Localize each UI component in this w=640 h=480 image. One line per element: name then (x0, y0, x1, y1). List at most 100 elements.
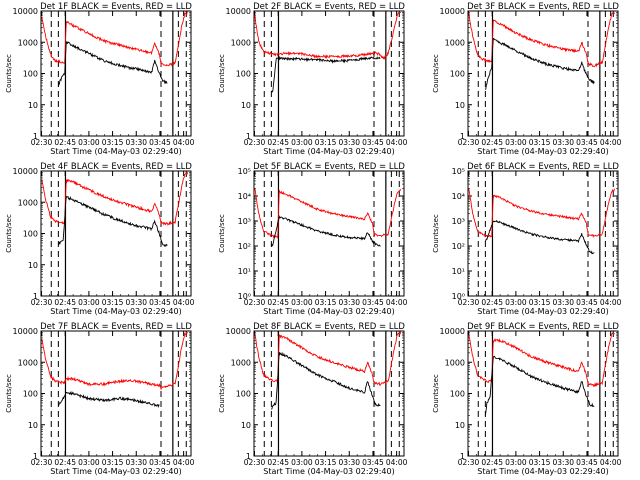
x-tick-label: 03:30 (125, 298, 147, 307)
x-tick-label: 03:00 (78, 138, 100, 147)
y-tick-label: 1000 (18, 38, 38, 47)
x-tick-label: 02:30 (31, 138, 53, 147)
y-tick-label: 10³ (238, 217, 251, 226)
y-tick-label: 10 (28, 261, 38, 270)
x-tick-label: 04:00 (600, 298, 622, 307)
chart-title: Det 2F BLACK = Events, RED = LLD (253, 2, 405, 12)
y-tick-label: 10³ (452, 217, 465, 226)
chart-title: Det 4F BLACK = Events, RED = LLD (40, 162, 192, 172)
y-tick-label: 10000 (440, 327, 465, 336)
lld-series-line (254, 188, 402, 239)
events-series-line (484, 38, 595, 90)
events-series-line (271, 55, 381, 93)
x-tick-label: 03:00 (291, 298, 313, 307)
y-axis-label: Counts/sec (432, 374, 440, 413)
x-tick-label: 03:45 (149, 298, 171, 307)
chart-panel-4: Det 4F BLACK = Events, RED = LLD Counts/s… (5, 162, 195, 316)
y-tick-label: 10⁴ (452, 192, 465, 201)
y-tick-label: 10000 (226, 7, 251, 16)
y-tick-label: 10⁰ (238, 292, 251, 301)
x-tick-label: 03:30 (338, 298, 360, 307)
x-tick-label: 02:30 (244, 458, 266, 467)
y-tick-label: 10 (28, 101, 38, 110)
x-tick-label: 04:00 (173, 138, 195, 147)
plot-frame (467, 170, 619, 297)
x-tick-label: 04:00 (173, 298, 195, 307)
plot-frame (467, 10, 619, 137)
y-tick-label: 100 (236, 390, 251, 399)
x-tick-label: 04:00 (173, 458, 195, 467)
events-series-line (57, 195, 168, 247)
x-axis-label: Start Time (04-May-03 02:29:40) (50, 467, 181, 476)
y-tick-label: 1 (33, 292, 38, 301)
lld-series-line (254, 331, 402, 386)
y-tick-label: 1000 (445, 38, 465, 47)
y-tick-label: 1 (460, 452, 465, 461)
lld-series-line (41, 171, 189, 226)
x-tick-label: 03:45 (362, 458, 384, 467)
chart-panel-1: Det 1F BLACK = Events, RED = LLD Counts/s… (5, 2, 195, 156)
x-tick-label: 03:30 (338, 458, 360, 467)
x-axis-label: Start Time (04-May-03 02:29:40) (50, 307, 181, 316)
x-tick-label: 04:00 (600, 138, 622, 147)
x-tick-label: 03:30 (552, 138, 574, 147)
x-tick-label: 03:45 (362, 138, 384, 147)
y-tick-label: 10000 (440, 7, 465, 16)
x-tick-label: 04:00 (386, 458, 408, 467)
chart-panel-5: Det 5F BLACK = Events, RED = LLD Counts/s… (218, 162, 408, 316)
plot-frame (253, 10, 405, 137)
y-tick-label: 10 (455, 421, 465, 430)
x-tick-label: 03:45 (576, 138, 598, 147)
y-tick-label: 1 (460, 132, 465, 141)
events-series-line (484, 355, 595, 416)
y-tick-label: 100 (236, 70, 251, 79)
y-tick-label: 100 (23, 230, 38, 239)
x-axis-label: Start Time (04-May-03 02:29:40) (477, 147, 608, 156)
y-tick-label: 10⁰ (452, 292, 465, 301)
y-tick-label: 1 (246, 452, 251, 461)
y-tick-label: 10 (455, 101, 465, 110)
plot-frame (40, 330, 192, 457)
y-tick-label: 1000 (231, 358, 251, 367)
x-tick-label: 02:30 (244, 138, 266, 147)
x-tick-label: 03:15 (315, 458, 337, 467)
chart-panel-8: Det 8F BLACK = Events, RED = LLD Counts/s… (218, 322, 408, 476)
x-tick-label: 03:15 (102, 138, 124, 147)
y-axis-label: Counts/sec (5, 54, 13, 93)
y-axis-label: Counts/sec (432, 54, 440, 93)
x-tick-label: 02:45 (54, 138, 76, 147)
lld-series-line (468, 12, 616, 68)
x-axis-label: Start Time (04-May-03 02:29:40) (263, 307, 394, 316)
x-tick-label: 04:00 (386, 138, 408, 147)
y-tick-label: 100 (23, 390, 38, 399)
x-tick-label: 03:00 (505, 138, 527, 147)
x-tick-label: 03:00 (505, 298, 527, 307)
y-axis-label: Counts/sec (218, 374, 226, 413)
x-tick-label: 03:45 (149, 458, 171, 467)
x-tick-label: 04:00 (386, 298, 408, 307)
y-tick-label: 100 (23, 70, 38, 79)
x-tick-label: 03:15 (102, 298, 124, 307)
x-axis-label: Start Time (04-May-03 02:29:40) (50, 147, 181, 156)
y-tick-label: 10 (241, 101, 251, 110)
y-tick-label: 10² (452, 242, 465, 251)
x-tick-label: 03:00 (78, 458, 100, 467)
plot-frame (253, 170, 405, 297)
chart-panel-9: Det 9F BLACK = Events, RED = LLD Counts/s… (432, 322, 622, 476)
y-tick-label: 10 (241, 421, 251, 430)
chart-title: Det 8F BLACK = Events, RED = LLD (253, 322, 405, 332)
chart-title: Det 1F BLACK = Events, RED = LLD (40, 2, 192, 12)
x-tick-label: 03:30 (125, 458, 147, 467)
x-tick-label: 02:45 (267, 458, 289, 467)
x-axis-label: Start Time (04-May-03 02:29:40) (477, 467, 608, 476)
x-tick-label: 03:30 (552, 458, 574, 467)
y-axis-label: Counts/sec (218, 54, 226, 93)
x-tick-label: 02:30 (458, 298, 480, 307)
lld-series-line (468, 332, 615, 387)
x-tick-label: 03:00 (291, 138, 313, 147)
x-tick-label: 03:00 (291, 458, 313, 467)
y-axis-label: Counts/sec (5, 374, 13, 413)
x-tick-label: 02:45 (481, 138, 503, 147)
events-series-line (57, 40, 168, 88)
x-tick-label: 03:15 (102, 458, 124, 467)
